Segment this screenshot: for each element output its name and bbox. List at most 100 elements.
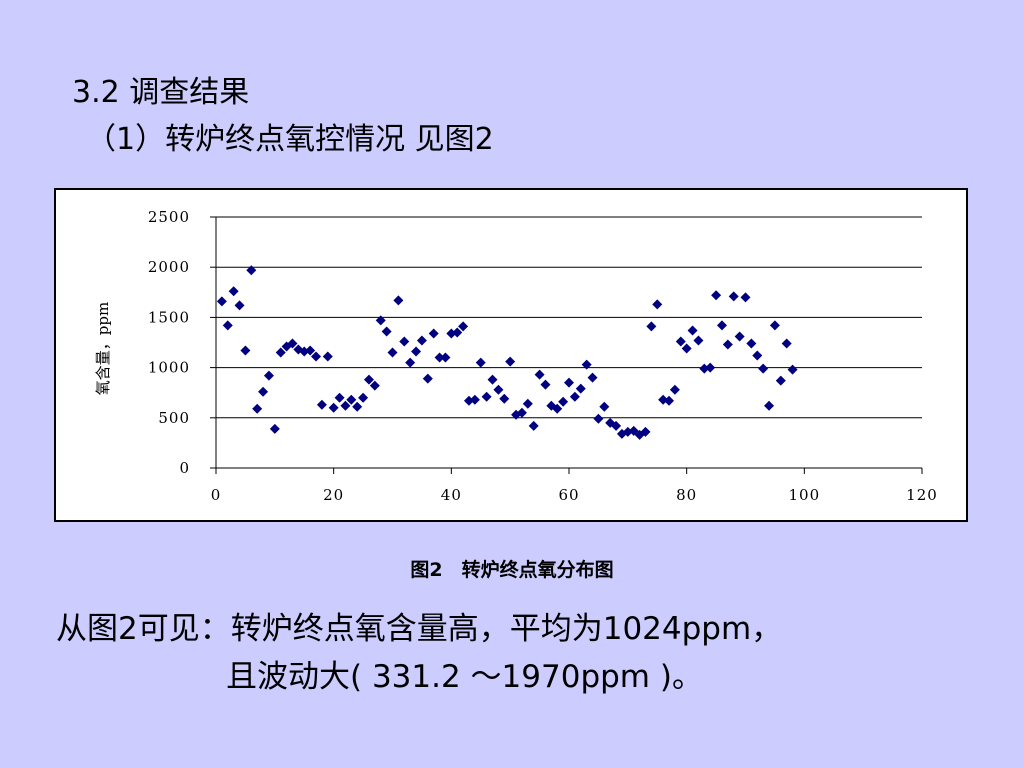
data-point bbox=[675, 336, 686, 347]
data-point bbox=[540, 379, 551, 390]
y-tick-label: 2500 bbox=[148, 208, 190, 226]
x-tick-label: 100 bbox=[789, 486, 821, 504]
data-point bbox=[393, 295, 404, 306]
data-point bbox=[593, 413, 604, 424]
data-point bbox=[440, 352, 451, 363]
data-point bbox=[534, 369, 545, 380]
scatter-chart: 0 500 1000 1500 2000 2500 0 20 40 60 80 100 120 氧含量，… bbox=[94, 208, 937, 504]
figure-caption: 图2 转炉终点氧分布图 bbox=[410, 559, 614, 581]
data-point bbox=[469, 394, 480, 405]
data-point bbox=[552, 403, 563, 414]
data-point bbox=[758, 363, 769, 374]
data-point bbox=[581, 359, 592, 370]
data-point bbox=[363, 374, 374, 385]
data-point bbox=[599, 401, 610, 412]
data-point bbox=[458, 321, 469, 332]
data-point bbox=[569, 391, 580, 402]
data-point bbox=[575, 383, 586, 394]
data-point bbox=[311, 351, 322, 362]
data-point bbox=[375, 315, 386, 326]
data-point bbox=[781, 338, 792, 349]
chart-container: 0 500 1000 1500 2000 2500 0 20 40 60 80 100 120 氧含量，… bbox=[54, 188, 968, 522]
data-point bbox=[381, 326, 392, 337]
section-heading: 3.2 调查结果 bbox=[72, 75, 250, 110]
data-point bbox=[287, 338, 298, 349]
grid-lines bbox=[216, 216, 922, 419]
data-point bbox=[705, 362, 716, 373]
data-point bbox=[263, 370, 274, 381]
data-point bbox=[422, 373, 433, 384]
axes bbox=[210, 216, 923, 474]
data-point bbox=[281, 341, 292, 352]
data-point bbox=[711, 290, 722, 301]
y-tick-label: 500 bbox=[158, 409, 190, 427]
data-point bbox=[405, 357, 416, 368]
data-point bbox=[669, 384, 680, 395]
data-point bbox=[358, 392, 369, 403]
subsection-heading: （1）转炉终点氧控情况 见图2 bbox=[86, 122, 494, 157]
data-point bbox=[687, 325, 698, 336]
data-point bbox=[664, 395, 675, 406]
y-axis-label: 氧含量，ppm bbox=[94, 302, 112, 395]
data-point bbox=[693, 335, 704, 346]
x-tick-label: 0 bbox=[211, 486, 222, 504]
x-tick-label: 20 bbox=[323, 486, 344, 504]
data-point bbox=[293, 344, 304, 355]
data-point bbox=[640, 426, 651, 437]
data-point bbox=[564, 377, 574, 388]
data-point bbox=[352, 401, 363, 412]
data-point bbox=[322, 351, 333, 362]
y-tick-label: 0 bbox=[179, 459, 190, 477]
data-point bbox=[505, 356, 516, 367]
data-point bbox=[252, 403, 263, 414]
data-point bbox=[428, 328, 439, 339]
data-point bbox=[346, 394, 357, 405]
data-point bbox=[246, 265, 257, 276]
data-point bbox=[328, 402, 339, 413]
data-point bbox=[316, 399, 327, 410]
data-point bbox=[652, 299, 663, 310]
data-point bbox=[746, 338, 757, 349]
data-point bbox=[269, 423, 280, 434]
data-point bbox=[399, 336, 410, 347]
y-tick-label: 2000 bbox=[148, 258, 190, 276]
y-tick-label: 1500 bbox=[148, 308, 190, 326]
data-point bbox=[452, 327, 463, 338]
data-point bbox=[258, 386, 269, 397]
data-point bbox=[487, 374, 498, 385]
data-point bbox=[722, 339, 733, 350]
data-point bbox=[716, 320, 727, 331]
data-point bbox=[499, 393, 510, 404]
conclusion-line-2: 且波动大( 331.2 ～1970ppm )。 bbox=[226, 659, 703, 695]
data-point bbox=[752, 350, 763, 361]
data-point bbox=[334, 392, 345, 403]
data-point bbox=[216, 296, 227, 307]
x-tick-label: 60 bbox=[558, 486, 579, 504]
data-point bbox=[228, 286, 239, 297]
data-point bbox=[369, 380, 380, 391]
data-point bbox=[240, 345, 251, 356]
data-point bbox=[411, 346, 422, 357]
data-point bbox=[493, 384, 504, 395]
data-point bbox=[340, 400, 351, 411]
data-point bbox=[275, 347, 286, 358]
x-tick-label: 40 bbox=[441, 486, 462, 504]
data-point bbox=[522, 398, 533, 409]
data-point bbox=[769, 320, 780, 331]
data-point bbox=[475, 357, 486, 368]
data-point bbox=[222, 320, 233, 331]
data-point bbox=[787, 364, 798, 375]
data-point bbox=[234, 300, 245, 311]
data-point bbox=[587, 372, 598, 383]
data-point bbox=[416, 335, 427, 346]
data-point bbox=[740, 292, 751, 303]
data-point bbox=[734, 331, 745, 342]
conclusion-line-1: 从图2可见：转炉终点氧含量高，平均为1024ppm， bbox=[56, 611, 783, 647]
tick-labels: 0 500 1000 1500 2000 2500 0 20 40 60 80 100 120 bbox=[148, 208, 937, 504]
data-point bbox=[611, 420, 622, 431]
data-point bbox=[305, 345, 316, 356]
data-point bbox=[387, 347, 398, 358]
data-point bbox=[481, 391, 492, 402]
data-point bbox=[681, 343, 692, 354]
y-tick-label: 1000 bbox=[148, 359, 190, 377]
